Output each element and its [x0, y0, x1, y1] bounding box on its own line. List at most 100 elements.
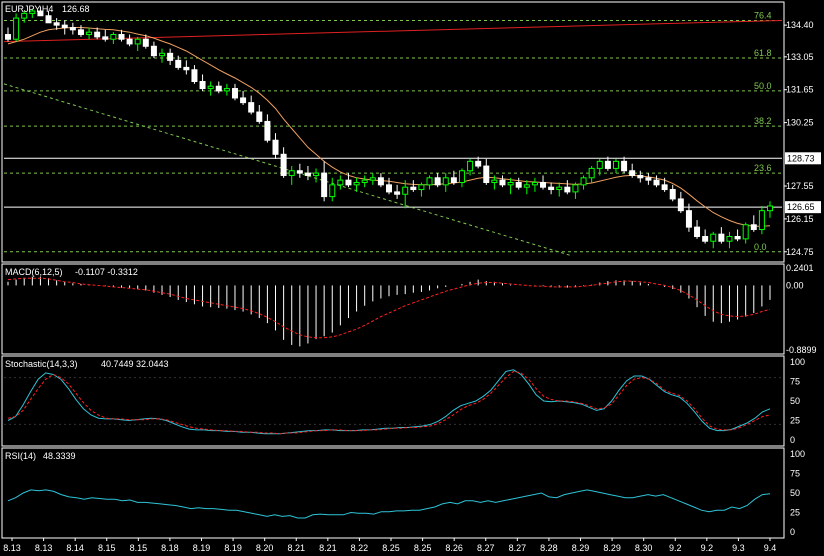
candle[interactable] [750, 215, 757, 232]
candle[interactable] [588, 166, 595, 183]
candle[interactable] [758, 205, 765, 235]
candle[interactable] [86, 27, 93, 40]
candle[interactable] [13, 13, 20, 42]
candle[interactable] [475, 156, 482, 169]
candle[interactable] [450, 170, 457, 185]
candle[interactable] [507, 177, 514, 195]
candle[interactable] [37, 6, 44, 17]
candle[interactable] [321, 161, 328, 202]
candle[interactable] [394, 184, 401, 199]
candle[interactable] [77, 25, 84, 37]
candle[interactable] [240, 90, 247, 105]
candle[interactable] [604, 156, 611, 171]
candle[interactable] [402, 180, 409, 209]
candle[interactable] [637, 170, 644, 183]
candle[interactable] [718, 227, 725, 244]
price-panel[interactable]: 76.4 61.8 50.0 38.2 23.6 0.0 134.40 133.05 131.6… [1, 1, 821, 263]
candle[interactable] [199, 74, 206, 91]
candle[interactable] [767, 201, 773, 218]
candle[interactable] [256, 104, 263, 124]
candle[interactable] [612, 159, 619, 174]
candle[interactable] [159, 48, 166, 63]
candle[interactable] [288, 166, 295, 185]
candle[interactable] [126, 34, 133, 47]
candle[interactable] [523, 180, 530, 195]
candle[interactable] [5, 27, 11, 42]
candle[interactable] [491, 175, 498, 190]
candle[interactable] [329, 177, 336, 202]
candle[interactable] [515, 177, 522, 190]
candle[interactable] [183, 60, 190, 75]
candle[interactable] [175, 55, 182, 70]
candle[interactable] [345, 173, 352, 188]
rsi-panel[interactable]: 100 75 50 25 0 [1, 447, 805, 539]
candle[interactable] [410, 180, 417, 192]
candle[interactable] [45, 11, 52, 24]
candle[interactable] [467, 159, 474, 176]
candle[interactable] [418, 182, 425, 197]
candle[interactable] [353, 177, 360, 192]
candle[interactable] [191, 65, 198, 84]
candle[interactable] [661, 177, 668, 192]
candle[interactable] [21, 11, 28, 23]
candle[interactable] [694, 220, 701, 239]
candle[interactable] [434, 173, 441, 188]
candle[interactable] [215, 81, 222, 94]
candle[interactable] [483, 159, 490, 185]
candle[interactable] [629, 163, 636, 178]
candle[interactable] [231, 83, 238, 101]
candle[interactable] [548, 182, 555, 195]
candle[interactable] [726, 231, 733, 249]
candle[interactable] [264, 114, 271, 143]
candle[interactable] [207, 81, 214, 96]
candle[interactable] [102, 29, 109, 42]
candle[interactable] [710, 231, 717, 249]
candle[interactable] [69, 22, 76, 35]
candle[interactable] [564, 180, 571, 195]
trendline-red[interactable] [3, 19, 783, 43]
candle[interactable] [653, 175, 660, 188]
candle[interactable] [248, 95, 255, 115]
candle[interactable] [377, 173, 384, 188]
candle[interactable] [742, 222, 749, 244]
candle[interactable] [531, 177, 538, 192]
trendline-dashed[interactable] [3, 83, 571, 256]
candle[interactable] [29, 8, 36, 19]
candle[interactable] [313, 168, 320, 183]
candle[interactable] [361, 175, 368, 188]
candle[interactable] [645, 173, 652, 185]
candle[interactable] [223, 83, 230, 96]
candle[interactable] [386, 177, 392, 195]
candle[interactable] [304, 166, 311, 181]
candle[interactable] [337, 175, 344, 190]
candle[interactable] [167, 48, 174, 66]
candle[interactable] [150, 41, 157, 59]
candle[interactable] [458, 168, 465, 188]
candle[interactable] [272, 133, 279, 160]
candle[interactable] [426, 175, 433, 190]
candle[interactable] [677, 191, 684, 214]
candle[interactable] [621, 156, 628, 174]
candle[interactable] [702, 229, 709, 244]
candle[interactable] [442, 173, 449, 192]
candle[interactable] [296, 163, 303, 178]
candle[interactable] [685, 203, 692, 232]
candle[interactable] [53, 18, 60, 30]
candle[interactable] [280, 147, 287, 178]
macd-panel[interactable]: 0.2401 0.00 -0.8899 [1, 263, 817, 355]
candle[interactable] [669, 184, 676, 202]
candle[interactable] [142, 34, 149, 49]
candle[interactable] [369, 173, 376, 185]
candle[interactable] [734, 229, 741, 242]
candle[interactable] [540, 175, 547, 190]
stochastic-panel[interactable]: 100 75 50 25 0 [1, 355, 805, 447]
candle[interactable] [94, 27, 101, 40]
candle[interactable] [499, 175, 506, 188]
candle[interactable] [556, 182, 563, 197]
candle[interactable] [61, 20, 68, 35]
candle[interactable] [572, 182, 579, 199]
candle[interactable] [110, 32, 117, 44]
candle[interactable] [596, 159, 603, 176]
candle[interactable] [118, 29, 125, 42]
